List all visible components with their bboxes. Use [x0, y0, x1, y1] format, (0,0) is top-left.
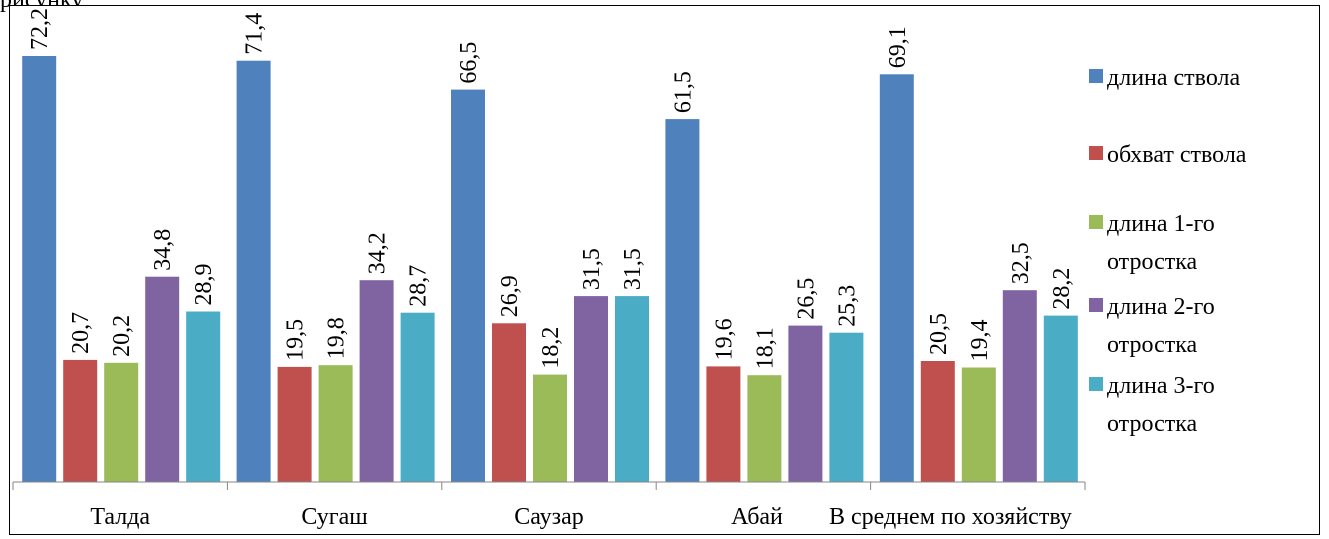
x-tick-label-0: Талда	[90, 504, 150, 530]
data-label-series-5-0: 28,9	[191, 264, 217, 306]
legend-label-3-line-2: отростка	[1107, 249, 1198, 275]
bar-series-3-0	[104, 362, 139, 482]
bar-series-4-3	[788, 325, 823, 482]
data-label-series-1-3: 61,5	[670, 71, 696, 113]
bar-series-4-2	[574, 296, 608, 482]
bar-series-3-1	[318, 365, 353, 482]
bar-series-5-4	[1043, 315, 1078, 482]
legend-swatch-2	[1089, 146, 1103, 160]
bar-series-4-4	[1002, 290, 1037, 482]
legend-label-4-line-1: длина 2-го	[1107, 294, 1215, 320]
bars-layer	[22, 56, 1078, 483]
bar-series-1-3	[665, 119, 700, 482]
bar-series-2-4	[920, 361, 955, 482]
data-label-series-4-0: 34,8	[150, 229, 176, 271]
data-label-series-4-4: 32,5	[1008, 242, 1034, 284]
bar-series-4-1	[359, 280, 394, 482]
data-label-series-3-2: 18,2	[538, 327, 564, 369]
data-label-series-2-4: 20,5	[926, 313, 952, 355]
legend-label-5-line-2: отростка	[1107, 411, 1198, 437]
legend: длина ствола обхват ствола длина 1-го отрос…	[1089, 65, 1247, 437]
data-label-series-2-3: 19,6	[711, 318, 737, 360]
bar-series-5-1	[400, 312, 435, 482]
data-label-series-1-0: 72,2	[27, 8, 53, 50]
legend-label-2-line-1: обхват ствола	[1107, 142, 1247, 168]
bar-series-1-2	[451, 89, 485, 482]
legend-label-1-line-1: длина ствола	[1107, 65, 1240, 91]
legend-swatch-4	[1089, 298, 1103, 312]
data-label-series-2-0: 20,7	[68, 312, 94, 354]
data-label-series-1-1: 71,4	[242, 13, 268, 55]
bar-series-2-1	[277, 366, 312, 482]
x-tick-label-1: Сугаш	[301, 504, 368, 530]
bar-series-4-0	[145, 276, 180, 482]
legend-label-5-line-1: длина 3-го	[1107, 373, 1215, 399]
bar-series-2-2	[492, 323, 526, 482]
data-label-series-2-1: 19,5	[283, 319, 309, 361]
data-label-series-3-0: 20,2	[109, 315, 135, 357]
bar-series-3-3	[747, 375, 782, 482]
data-label-series-3-4: 19,4	[967, 319, 993, 361]
legend-label-4-line-2: отростка	[1107, 332, 1198, 358]
legend-swatch-1	[1089, 69, 1103, 83]
legend-swatch-3	[1089, 215, 1103, 229]
data-label-series-1-4: 69,1	[885, 26, 911, 68]
data-label-series-4-2: 31,5	[579, 248, 605, 290]
data-labels-layer: 72,2 20,7 20,2 34,8 28,9 71,4 19,5 19,8 34,2 28,7…	[27, 8, 1075, 369]
data-label-series-3-1: 19,8	[324, 317, 350, 359]
data-label-series-5-4: 28,2	[1049, 268, 1075, 310]
data-label-series-3-3: 18,1	[752, 327, 778, 369]
data-label-series-5-1: 28,7	[406, 265, 432, 307]
legend-label-3-line-1: длина 1-го	[1107, 211, 1215, 237]
bar-series-2-0	[63, 359, 98, 482]
bar-series-3-4	[961, 367, 996, 482]
data-label-series-4-1: 34,2	[365, 232, 391, 274]
bar-series-1-0	[22, 56, 57, 482]
bar-series-2-3	[706, 366, 741, 482]
bar-series-1-4	[879, 74, 914, 483]
data-label-series-2-2: 26,9	[497, 275, 523, 317]
data-label-series-1-2: 66,5	[456, 42, 482, 84]
bar-series-5-2	[615, 296, 649, 482]
data-label-series-4-3: 26,5	[793, 278, 819, 320]
x-axis: Талда Сугаш Саузар Абай В среднем по хозяйст…	[12, 481, 1086, 530]
bar-series-5-0	[186, 311, 221, 482]
data-label-series-5-3: 25,3	[834, 285, 860, 327]
x-tick-label-4: В среднем по хозяйству	[829, 504, 1072, 530]
data-label-series-5-2: 31,5	[620, 248, 646, 290]
x-tick-label-2: Саузар	[514, 504, 584, 530]
bar-series-3-2	[533, 374, 567, 482]
bar-series-5-3	[829, 332, 864, 482]
legend-swatch-5	[1089, 377, 1103, 391]
chart-frame	[9, 5, 1320, 535]
bar-series-1-1	[236, 60, 271, 482]
x-tick-label-3: Абай	[731, 504, 783, 530]
